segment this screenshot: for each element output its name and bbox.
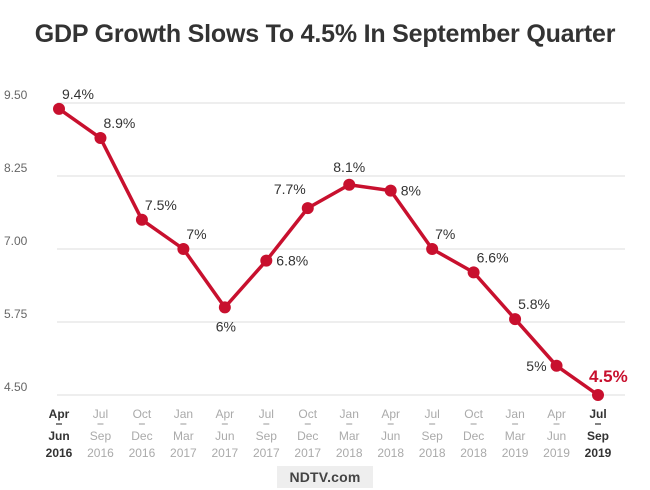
x-tick-label: Jan	[505, 407, 524, 421]
x-tick-label: 2017	[170, 446, 197, 460]
x-tick-label: 2019	[543, 446, 570, 460]
x-tick-label: Jul	[259, 407, 274, 421]
x-tick-label: Mar	[173, 429, 194, 443]
x-tick-label: Sep	[587, 429, 609, 443]
x-tick-label: 2017	[211, 446, 238, 460]
data-label: 7.7%	[274, 181, 306, 197]
x-tick-label: 2017	[253, 446, 280, 460]
data-label: 6.8%	[276, 253, 308, 269]
x-tick-label: 2018	[377, 446, 404, 460]
data-point	[467, 266, 480, 279]
data-label: 7.5%	[145, 197, 177, 213]
data-point	[218, 301, 231, 314]
x-tick-label: 2016	[129, 446, 156, 460]
x-tick-label: Jun	[48, 429, 69, 443]
data-point	[426, 243, 439, 255]
y-tick-label: 7.00	[4, 234, 28, 248]
x-tick-label: Mar	[339, 429, 360, 443]
x-tick-label: Jun	[215, 429, 234, 443]
y-tick-label: 8.25	[4, 161, 28, 175]
x-tick-label: 2018	[419, 446, 446, 460]
y-tick-label: 4.50	[4, 380, 28, 394]
data-point	[177, 243, 190, 255]
data-point	[301, 202, 314, 215]
data-point	[509, 313, 522, 326]
x-tick-label: Jan	[174, 407, 193, 421]
x-tick-label: 2018	[460, 446, 487, 460]
x-tick-label: Oct	[133, 407, 152, 421]
data-label: 7%	[186, 226, 206, 242]
x-tick-label: Apr	[49, 407, 70, 421]
data-label: 8.1%	[333, 159, 365, 175]
data-point	[343, 178, 356, 191]
x-tick-label: Oct	[464, 407, 483, 421]
data-label: 8%	[401, 183, 421, 199]
x-tick-label: 2017	[294, 446, 321, 460]
x-tick-label: Mar	[505, 429, 526, 443]
x-tick-label: Dec	[297, 429, 318, 443]
data-label: 7%	[435, 226, 455, 242]
x-tick-label: Apr	[547, 407, 566, 421]
x-tick-label: 2016	[87, 446, 114, 460]
x-tick-label: 2019	[502, 446, 529, 460]
data-point	[260, 254, 273, 267]
x-tick-label: Oct	[298, 407, 317, 421]
x-tick-label: Apr	[216, 407, 235, 421]
x-tick-label: Dec	[463, 429, 484, 443]
data-point	[592, 389, 604, 401]
x-tick-label: Jun	[547, 429, 566, 443]
x-tick-label: 2019	[585, 446, 612, 460]
x-tick-label: Sep	[90, 429, 112, 443]
x-tick-label: Dec	[131, 429, 152, 443]
chart-title: GDP Growth Slows To 4.5% In September Qu…	[34, 20, 616, 48]
data-label: 6%	[216, 318, 236, 334]
x-tick-label: Apr	[381, 407, 400, 421]
data-point	[94, 132, 107, 145]
x-tick-label: 2016	[46, 446, 73, 460]
data-label: 5%	[526, 358, 546, 374]
x-tick-label: Sep	[256, 429, 278, 443]
data-label: 9.4%	[62, 86, 94, 102]
data-point	[135, 213, 148, 226]
data-label: 4.5%	[589, 367, 628, 386]
x-tick-label: Jul	[589, 407, 606, 421]
data-label: 6.6%	[477, 249, 509, 265]
x-tick-label: Jul	[93, 407, 108, 421]
data-point	[550, 359, 563, 372]
y-tick-label: 5.75	[4, 307, 28, 321]
data-point	[384, 184, 397, 197]
y-tick-label: 9.50	[4, 88, 28, 102]
x-tick-label: 2018	[336, 446, 363, 460]
x-tick-label: Jul	[424, 407, 439, 421]
x-tick-label: Jun	[381, 429, 400, 443]
series-line	[57, 107, 600, 397]
data-label: 5.8%	[518, 296, 550, 312]
data-point	[53, 102, 65, 115]
ndtv-watermark: NDTV.com	[277, 466, 373, 488]
x-tick-label: Sep	[421, 429, 443, 443]
data-label: 8.9%	[103, 115, 135, 131]
x-tick-label: Jan	[340, 407, 359, 421]
